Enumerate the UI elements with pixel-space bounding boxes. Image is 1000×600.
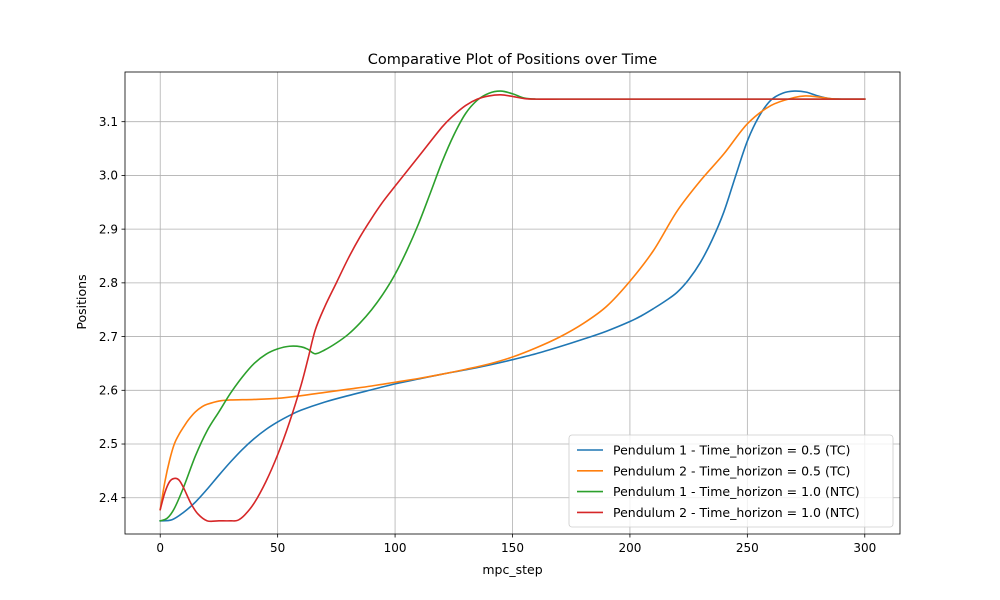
x-tick-label: 0 — [156, 541, 164, 555]
x-tick-label: 200 — [618, 541, 641, 555]
x-tick-label: 250 — [736, 541, 759, 555]
series-line-2 — [159, 95, 866, 511]
y-tick-label: 3.1 — [99, 115, 118, 129]
series-layer — [159, 90, 866, 523]
series-line-4 — [159, 94, 866, 523]
legend-box — [568, 434, 894, 528]
y-tick-label: 2.5 — [99, 437, 118, 451]
legend-label-3: Pendulum 1 - Time_horizon = 1.0 (NTC) — [613, 484, 860, 499]
y-tick-label: 2.4 — [99, 491, 118, 505]
x-axis-label: mpc_step — [482, 562, 542, 577]
x-tick-label: 50 — [270, 541, 285, 555]
y-tick-label: 2.6 — [99, 383, 118, 397]
x-tick-label: 300 — [853, 541, 876, 555]
chart-title: Comparative Plot of Positions over Time — [368, 52, 658, 68]
legend: Pendulum 1 - Time_horizon = 0.5 (TC) Pend… — [568, 434, 894, 528]
axis-ticks: 0 50 100 150 200 250 300 2.4 2.5 2.6 2.7 2.8 2.9 3.0 3… — [99, 115, 876, 555]
y-tick-label: 2.8 — [99, 276, 118, 290]
x-tick-label: 100 — [384, 541, 407, 555]
y-axis-label: Positions — [74, 274, 89, 329]
y-tick-label: 2.9 — [99, 222, 118, 236]
legend-label-4: Pendulum 2 - Time_horizon = 1.0 (NTC) — [613, 505, 860, 520]
series-line-1 — [159, 90, 866, 522]
legend-label-1: Pendulum 1 - Time_horizon = 0.5 (TC) — [613, 443, 850, 458]
legend-label-2: Pendulum 2 - Time_horizon = 0.5 (TC) — [613, 463, 850, 478]
y-tick-label: 3.0 — [99, 169, 118, 183]
x-tick-label: 150 — [501, 541, 524, 555]
y-tick-label: 2.7 — [99, 330, 118, 344]
